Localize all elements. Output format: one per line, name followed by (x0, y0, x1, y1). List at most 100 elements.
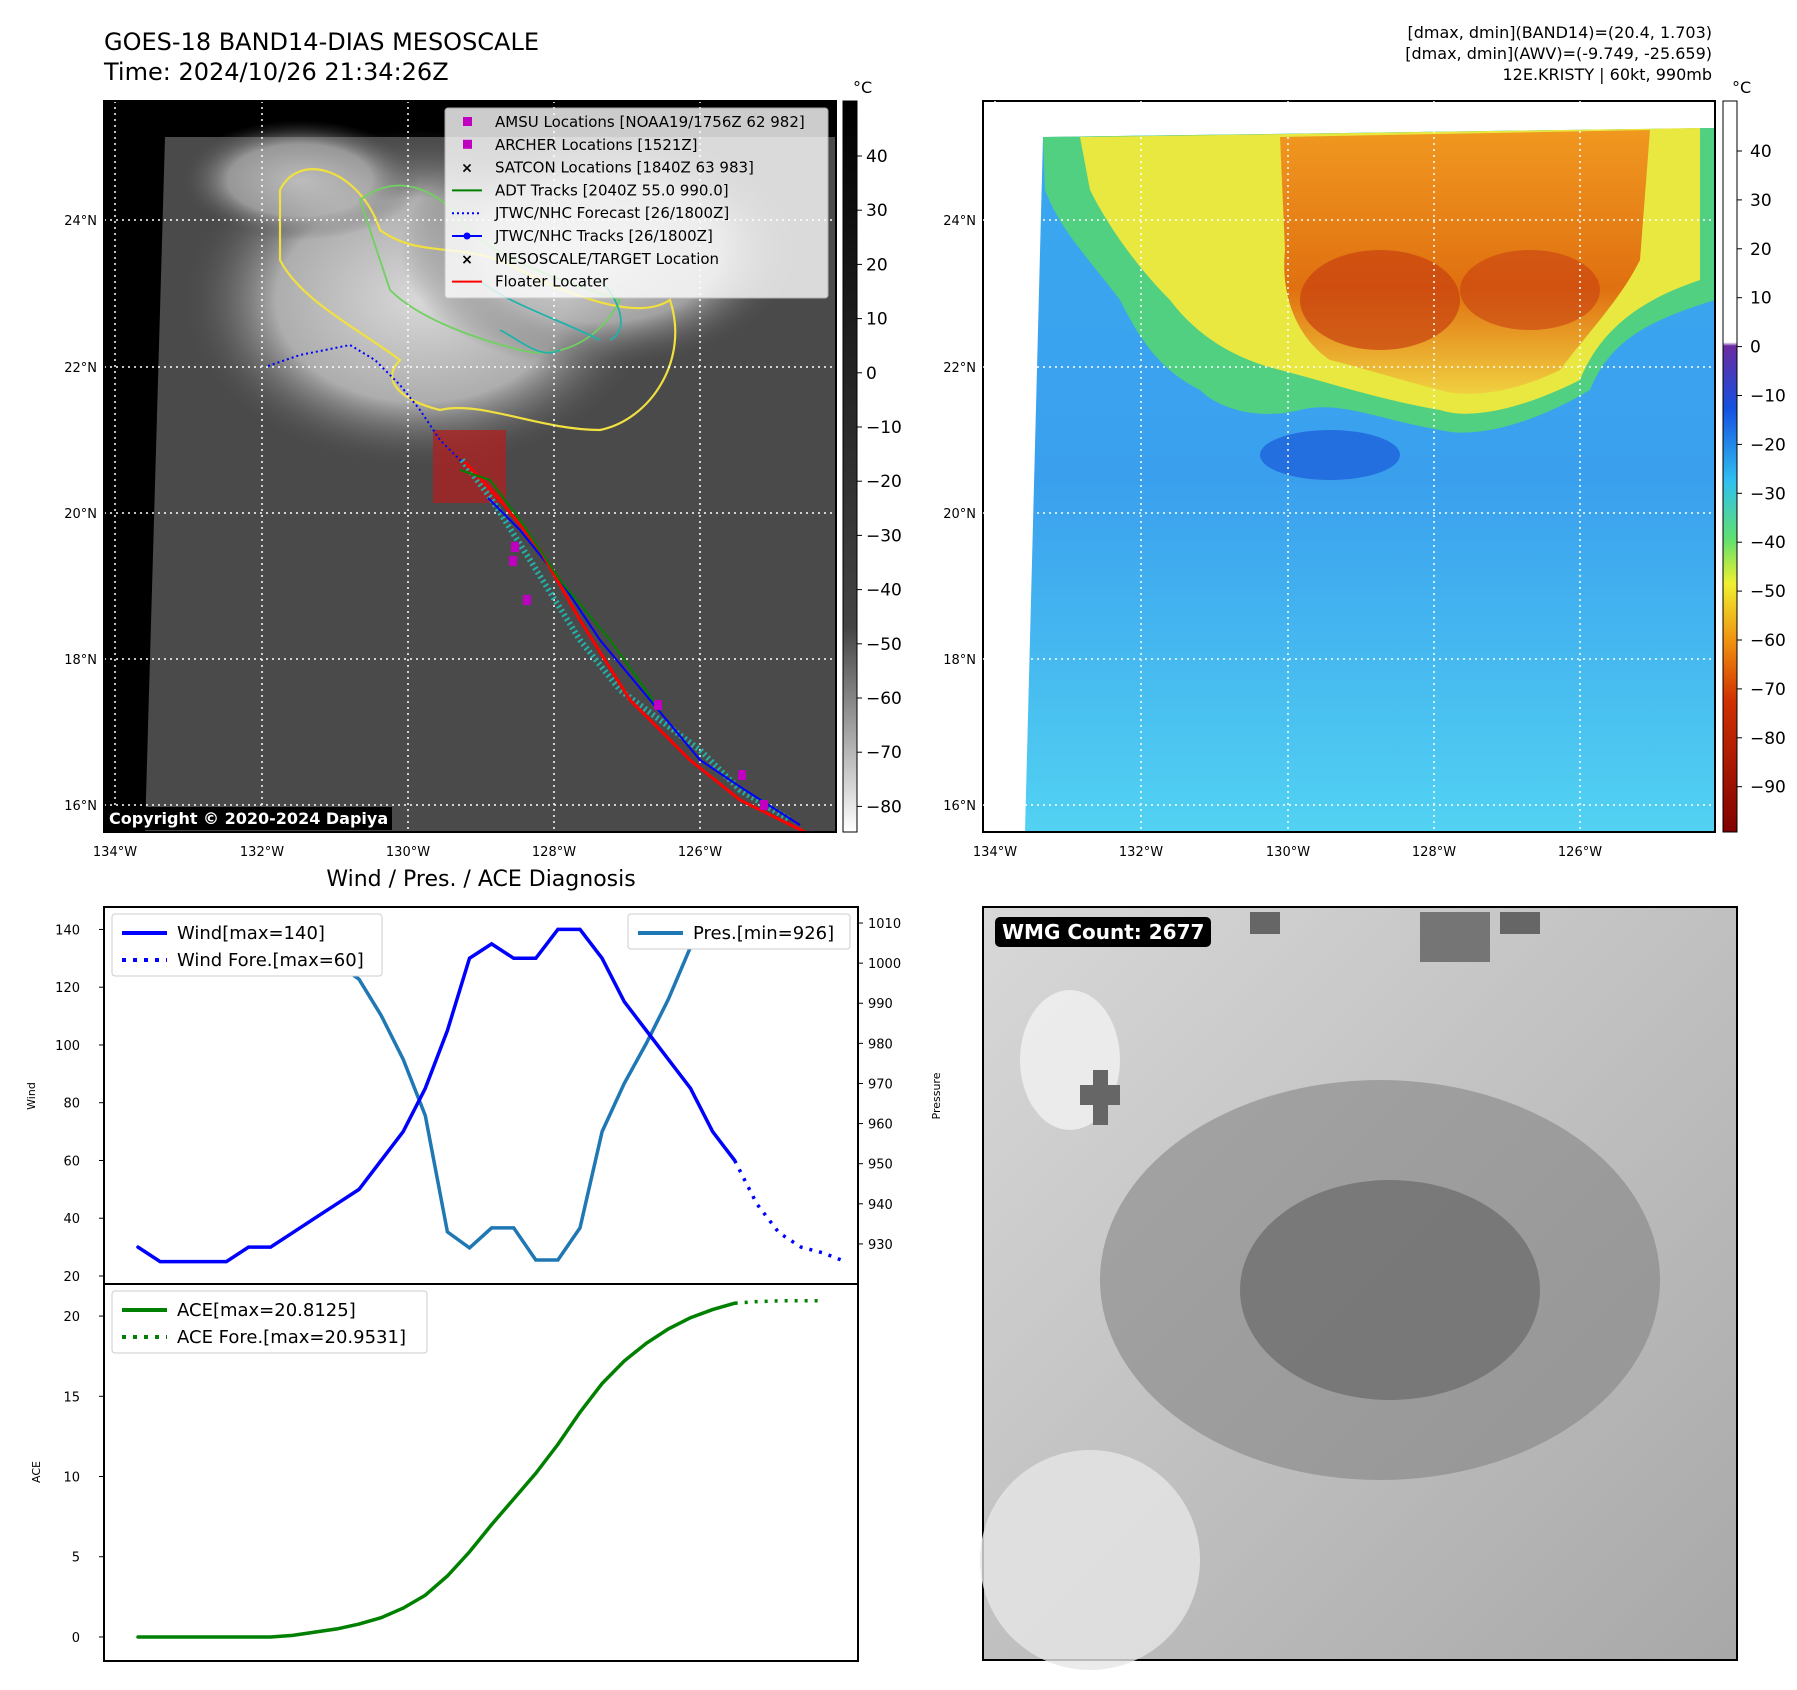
legend-label: JTWC/NHC Tracks [26/1800Z] (494, 227, 713, 245)
colorbar-tick-label: −70 (1750, 680, 1786, 700)
colorbar-tick-label: −20 (866, 472, 902, 492)
colorbar-tick-label: −80 (866, 797, 902, 817)
legend-entry: AMSU Locations [NOAA19/1756Z 62 982] (463, 113, 805, 131)
legend-label: MESOSCALE/TARGET Location (495, 250, 719, 268)
svg-text:°C: °C (853, 78, 872, 97)
info-storm: 12E.KRISTY | 60kt, 990mb (1503, 65, 1713, 84)
lat-label: 22°N (943, 361, 976, 376)
y-tick-label: 0 (72, 1631, 80, 1646)
lat-label: 18°N (943, 653, 976, 668)
color-colorbar: °C 40 30 20 10 0 −10 −20 −30 −40 −50 −60 −70 −80 −90 (1722, 78, 1786, 833)
gray-colorbar: °C 40 30 20 10 0 −10 −20 −30 −40 −50 −60 −70 −80 (842, 78, 902, 833)
y-axis-label: Wind (25, 1082, 38, 1110)
wmg-count-label: WMG Count: 2677 (995, 917, 1212, 947)
lat-label: 20°N (64, 507, 97, 522)
wmg-image (980, 906, 1738, 1670)
colorbar-tick-label: 0 (1750, 338, 1761, 358)
svg-text:×: × (461, 252, 473, 268)
y-tick-label: 930 (868, 1238, 893, 1253)
colorbar-tick-label: −80 (1750, 729, 1786, 749)
lat-label: 20°N (943, 507, 976, 522)
legend-label: SATCON Locations [1840Z 63 983] (495, 159, 754, 177)
legend-label: ADT Tracks [2040Z 55.0 990.0] (495, 181, 729, 199)
y-tick-label: 980 (868, 1037, 893, 1052)
lon-label: 134°W (973, 845, 1017, 860)
legend-entry: ADT Tracks [2040Z 55.0 990.0] (452, 181, 729, 199)
y-tick-label: 80 (63, 1097, 80, 1112)
colorbar-tick-label: −70 (866, 743, 902, 763)
lon-label: 130°W (386, 845, 430, 860)
legend-label: ACE[max=20.8125] (177, 1300, 356, 1321)
y-axis-label: Pressure (930, 1072, 943, 1119)
series-line (136, 1301, 737, 1639)
colorbar-tick-label: −40 (1750, 533, 1786, 553)
info-awv: [dmax, dmin](AWV)=(-9.749, -25.659) (1405, 44, 1712, 63)
y-tick-label: 5 (72, 1551, 80, 1566)
lon-label: 132°W (240, 845, 284, 860)
lon-label: 132°W (1119, 845, 1163, 860)
colorbar-tick-label: −20 (1750, 435, 1786, 455)
legend-label: Wind[max=140] (177, 923, 325, 944)
colorbar-tick-label: −50 (866, 635, 902, 655)
map-legend: AMSU Locations [NOAA19/1756Z 62 982] ARCH… (444, 107, 829, 299)
y-tick-label: 20 (63, 1270, 80, 1285)
colorbar-tick-label: −40 (866, 581, 902, 601)
y-tick-label: 120 (55, 981, 80, 996)
colorbar-tick-label: 10 (1750, 289, 1772, 309)
y-tick-label: 10 (63, 1471, 80, 1486)
y-tick-label: 15 (63, 1390, 80, 1405)
legend-label: Floater Locater (495, 273, 609, 291)
colorbar-tick-label: 10 (866, 310, 888, 330)
legend-label: Pres.[min=926] (693, 923, 834, 944)
colorbar-tick-label: 30 (866, 201, 888, 221)
lat-label: 16°N (943, 799, 976, 814)
diagnosis-title: Wind / Pres. / ACE Diagnosis (326, 867, 635, 892)
legend-entry: ARCHER Locations [1521Z] (463, 136, 698, 154)
figure-title: GOES-18 BAND14-DIAS MESOSCALE (104, 28, 539, 56)
lon-label: 134°W (93, 845, 137, 860)
lon-label: 130°W (1266, 845, 1310, 860)
legend-label: AMSU Locations [NOAA19/1756Z 62 982] (495, 113, 805, 131)
colorbar-tick-label: −50 (1750, 582, 1786, 602)
colorbar-tick-label: 30 (1750, 191, 1772, 211)
legend-entry: JTWC/NHC Tracks [26/1800Z] (452, 227, 713, 245)
legend-label: Wind Fore.[max=60] (177, 950, 364, 971)
y-tick-label: 1010 (868, 917, 901, 932)
lat-label: 24°N (64, 214, 97, 229)
lat-label: 16°N (64, 799, 97, 814)
colorbar-tick-label: −90 (1750, 778, 1786, 798)
legend-label: JTWC/NHC Forecast [26/1800Z] (494, 204, 729, 222)
lat-label: 24°N (943, 214, 976, 229)
lon-label: 126°W (678, 845, 722, 860)
legend-entry: JTWC/NHC Forecast [26/1800Z] (452, 204, 729, 222)
legend-entry: × MESOSCALE/TARGET Location (461, 250, 719, 268)
colorbar-tick-label: −30 (866, 526, 902, 546)
y-tick-label: 990 (868, 997, 893, 1012)
lat-label: 22°N (64, 361, 97, 376)
y-tick-label: 140 (55, 923, 80, 938)
y-axis-label: ACE (30, 1461, 43, 1483)
colorbar-tick-label: −60 (866, 689, 902, 709)
y-tick-label: 960 (868, 1118, 893, 1133)
series-line (733, 1159, 846, 1264)
figure-time: Time: 2024/10/26 21:34:26Z (103, 58, 449, 86)
lat-label: 18°N (64, 653, 97, 668)
y-tick-label: 20 (63, 1310, 80, 1325)
colorbar-tick-label: 40 (1750, 142, 1772, 162)
y-tick-label: 40 (63, 1212, 80, 1227)
series-line (136, 927, 737, 1264)
copyright-label: Copyright © 2020-2024 Dapiya (105, 807, 393, 830)
y-tick-label: 100 (55, 1039, 80, 1054)
y-tick-label: 1000 (868, 957, 901, 972)
y-tick-label: 60 (63, 1154, 80, 1169)
legend-label: ARCHER Locations [1521Z] (495, 136, 698, 154)
lon-label: 128°W (1412, 845, 1456, 860)
legend-label: ACE Fore.[max=20.9531] (177, 1327, 406, 1348)
legend-entry: × SATCON Locations [1840Z 63 983] (461, 159, 754, 177)
y-tick-label: 970 (868, 1077, 893, 1092)
y-tick-label: 940 (868, 1198, 893, 1213)
legend-entry: Floater Locater (452, 273, 609, 291)
colorbar-tick-label: 40 (866, 147, 888, 167)
colorbar-tick-label: 20 (866, 255, 888, 275)
